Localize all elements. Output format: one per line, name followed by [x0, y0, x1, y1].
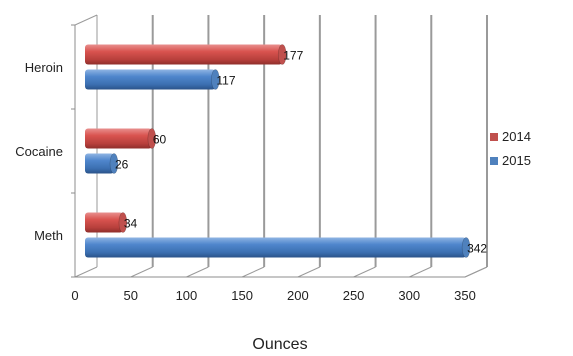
category-label: Cocaine	[15, 144, 63, 159]
data-label: 342	[467, 242, 487, 256]
floor-gridline	[74, 266, 98, 278]
x-tick-label: 200	[287, 288, 309, 303]
legend-swatch-2014	[490, 133, 498, 141]
bar-2014-meth	[85, 212, 123, 233]
data-label: 26	[115, 158, 129, 172]
bar-2015-cocaine	[85, 153, 114, 174]
bar-cap	[109, 153, 119, 174]
bar-2014-heroin	[85, 44, 283, 65]
legend: 2014 2015	[490, 129, 531, 168]
bars	[85, 44, 471, 258]
x-tick-label: 100	[176, 288, 198, 303]
bar-cap	[147, 128, 157, 149]
floor-gridline	[297, 266, 321, 278]
bar-2015-heroin	[85, 69, 216, 90]
legend-label: 2015	[502, 153, 531, 168]
category-label: Meth	[34, 228, 63, 243]
legend-label: 2014	[502, 129, 531, 144]
category-label: Heroin	[25, 60, 63, 75]
floor-edge	[464, 266, 488, 278]
legend-swatch-2015	[490, 157, 498, 165]
bar-2015-meth	[85, 237, 467, 258]
data-label: 117	[216, 74, 235, 88]
bar-cap	[118, 212, 128, 233]
floor-gridline	[130, 266, 153, 278]
axes	[71, 15, 488, 278]
floor-gridline	[353, 266, 376, 278]
bar-cap	[461, 237, 471, 258]
bar-cap	[211, 69, 220, 90]
floor-gridline	[409, 266, 432, 278]
x-tick-label: 350	[454, 288, 476, 303]
floor-gridline	[241, 266, 265, 278]
x-tick-label: 300	[398, 288, 420, 303]
wall-edge	[74, 14, 98, 26]
data-label: 34	[124, 217, 138, 231]
bar-2014-cocaine	[85, 128, 152, 149]
data-label: 177	[283, 49, 303, 63]
x-axis-title: Ounces	[252, 336, 307, 353]
bar-cap	[277, 44, 287, 65]
x-tick-label: 0	[71, 288, 78, 303]
data-label: 60	[153, 133, 167, 147]
floor-gridline	[186, 266, 209, 278]
labels: 0 50 100 150 200 250 300 350 Heroin 177 117 Cocaine…	[15, 49, 487, 304]
x-tick-label: 250	[343, 288, 365, 303]
x-tick-label: 150	[231, 288, 253, 303]
x-tick-label: 50	[123, 288, 137, 303]
